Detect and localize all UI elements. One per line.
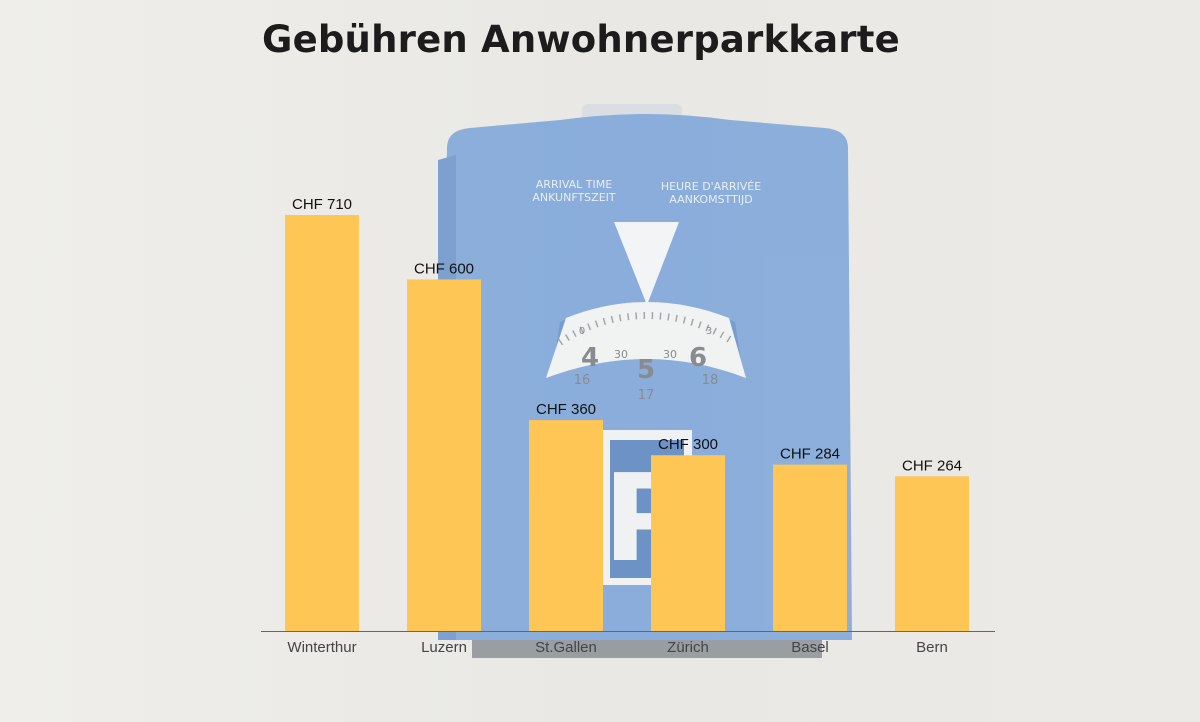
dial-edge-right: 3 [706, 326, 712, 337]
disc-pointer-triangle [614, 222, 679, 305]
dial-edge-left: 0 [579, 326, 585, 337]
dial-tick [726, 335, 732, 343]
category-label: St.Gallen [535, 639, 597, 656]
dial-tick [690, 318, 694, 326]
bar-bern [895, 476, 969, 631]
category-label: Zürich [667, 639, 709, 656]
category-label: Winterthur [287, 639, 356, 656]
value-labels-layer: CHF 710 CHF 600 CHF 360 CHF 300 CHF 284 CHF 2… [292, 196, 962, 474]
category-labels-layer: Winterthur Luzern St.Gallen Zürich Basel Bern [287, 639, 947, 656]
value-label: CHF 600 [414, 260, 474, 277]
value-label: CHF 300 [658, 436, 718, 453]
dial-secondary-16: 16 [574, 373, 591, 388]
category-label: Bern [916, 639, 948, 656]
dial-hour-6: 6 [689, 343, 707, 373]
value-label: CHF 710 [292, 196, 352, 213]
disc-header-right-1: HEURE D'ARRIVÉE [661, 180, 761, 193]
dial-tick [675, 314, 678, 322]
dial-tick [712, 327, 717, 335]
dial-tick [602, 317, 607, 326]
dial-minute-left: 30 [614, 348, 628, 361]
dial-hour-5: 5 [637, 355, 655, 385]
value-label: CHF 264 [902, 457, 962, 474]
dial-tick [697, 321, 702, 329]
bar-luzern [407, 279, 481, 631]
dial-tick [594, 320, 599, 328]
dial-tick [618, 314, 622, 322]
dial-minute-right: 30 [663, 348, 677, 361]
dial-tick [558, 338, 564, 346]
dial-tick [682, 316, 686, 324]
dial-tick [659, 312, 662, 320]
chart-title: Gebühren Anwohnerparkkarte [262, 18, 900, 61]
disc-header-right-2: AANKOMSTTIJD [669, 193, 753, 206]
bar-winterthur [285, 215, 359, 631]
category-label: Basel [791, 639, 829, 656]
dial-hour-4: 4 [581, 343, 599, 373]
bar-basel [773, 464, 847, 631]
dial-secondary-17: 17 [638, 388, 655, 403]
value-label: CHF 284 [780, 446, 840, 463]
bar-stgallen [529, 420, 603, 631]
bars-layer [285, 215, 969, 631]
disc-header-left-1: ARRIVAL TIME [536, 178, 612, 191]
dial-tick [627, 313, 630, 321]
dial-tick [587, 323, 592, 331]
dial-tick [610, 315, 614, 324]
bar-zürich [651, 455, 725, 631]
category-label: Luzern [421, 639, 467, 656]
disc-header-left-2: ANKUNFTSZEIT [532, 191, 616, 204]
disc-dial-ticks [558, 312, 732, 346]
disc-bottom-strip [472, 640, 822, 658]
dial-tick [564, 334, 570, 341]
value-label: CHF 360 [536, 401, 596, 418]
dial-tick [667, 313, 670, 321]
dial-tick [572, 330, 577, 338]
dial-secondary-18: 18 [702, 373, 719, 388]
dial-tick [705, 324, 710, 332]
dial-tick [579, 326, 584, 334]
dial-tick [719, 331, 725, 339]
